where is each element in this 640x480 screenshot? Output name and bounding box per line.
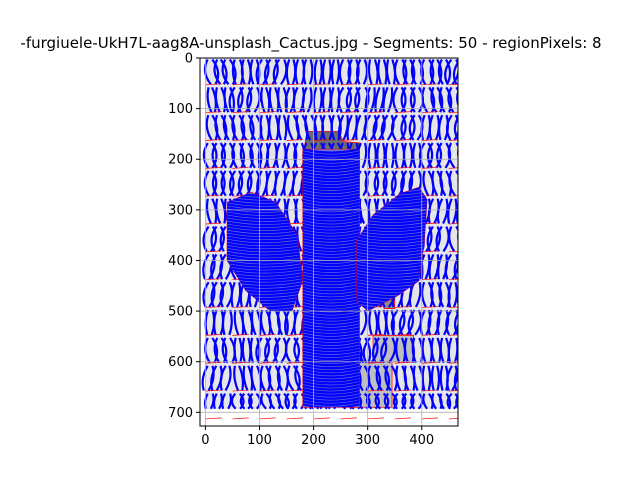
segment-cell <box>420 58 452 86</box>
segment-cell <box>205 114 236 141</box>
y-tick-label: 300 <box>168 203 193 218</box>
segment-cell <box>230 392 262 420</box>
x-tick-label: 300 <box>355 433 380 448</box>
y-tick-label: 400 <box>168 254 193 269</box>
segment-cell <box>231 142 263 169</box>
x-tick-label: 100 <box>247 433 272 448</box>
cactus-trunk <box>302 148 360 408</box>
segment-cell <box>285 59 314 86</box>
y-tick-label: 600 <box>168 355 193 370</box>
x-tick-label: 0 <box>201 433 209 448</box>
segment-cell <box>367 142 395 169</box>
segment-cell <box>445 114 458 141</box>
x-tick-label: 200 <box>301 433 326 448</box>
segment-cell <box>420 114 449 141</box>
y-axis: 0 100 200 300 400 500 600 700 <box>168 52 200 421</box>
y-tick-label: 500 <box>168 305 193 320</box>
segment-cell <box>202 142 236 169</box>
segment-cell <box>362 337 397 364</box>
segment-cell <box>364 86 394 114</box>
y-tick-label: 100 <box>168 102 193 117</box>
segment-cell <box>418 142 452 169</box>
segment-cell <box>205 86 236 114</box>
segment-cell <box>203 170 235 197</box>
segment-cell <box>255 337 288 364</box>
segment-cell <box>448 225 458 253</box>
segment-cell <box>392 392 424 420</box>
segment-cell <box>338 59 369 86</box>
segment-cell <box>259 114 288 141</box>
segment-cell <box>257 142 287 169</box>
chart-title: -furgiuele-UkH7L-aag8A-unsplash_Cactus.j… <box>20 34 601 53</box>
segment-cell <box>284 86 313 114</box>
x-axis: 0 100 200 300 400 <box>201 426 434 448</box>
segment-cell <box>448 170 458 197</box>
segment-cell <box>337 86 370 114</box>
segment-cell <box>203 58 237 86</box>
segment-cell <box>418 198 449 225</box>
segment-cell <box>444 58 458 86</box>
y-tick-label: 700 <box>168 406 193 421</box>
segment-cell <box>286 114 318 141</box>
plot-area <box>201 58 458 420</box>
segment-cell <box>259 392 290 420</box>
segment-cell <box>313 114 342 141</box>
y-tick-label: 200 <box>168 153 193 168</box>
segment-cell <box>365 392 398 420</box>
segment-cell <box>446 365 458 392</box>
segment-cell <box>390 309 423 336</box>
segment-cell <box>201 365 232 392</box>
segment-cell <box>393 58 425 86</box>
axes-frame <box>199 57 459 427</box>
segment-cell <box>259 309 289 336</box>
segment-cell <box>421 86 453 114</box>
segment-cell <box>394 142 423 169</box>
segment-cell <box>313 59 341 86</box>
segment-cell <box>421 281 451 308</box>
segment-cell <box>392 86 424 114</box>
segment-cell <box>445 309 458 336</box>
x-tick-label: 400 <box>409 433 434 448</box>
segment-cell <box>204 337 236 364</box>
segment-cell <box>394 365 425 392</box>
segment-cell <box>363 114 395 141</box>
segment-cell <box>421 392 452 420</box>
y-tick-label: 0 <box>185 52 193 67</box>
segment-cell <box>447 198 458 225</box>
segment-cell <box>364 170 397 197</box>
